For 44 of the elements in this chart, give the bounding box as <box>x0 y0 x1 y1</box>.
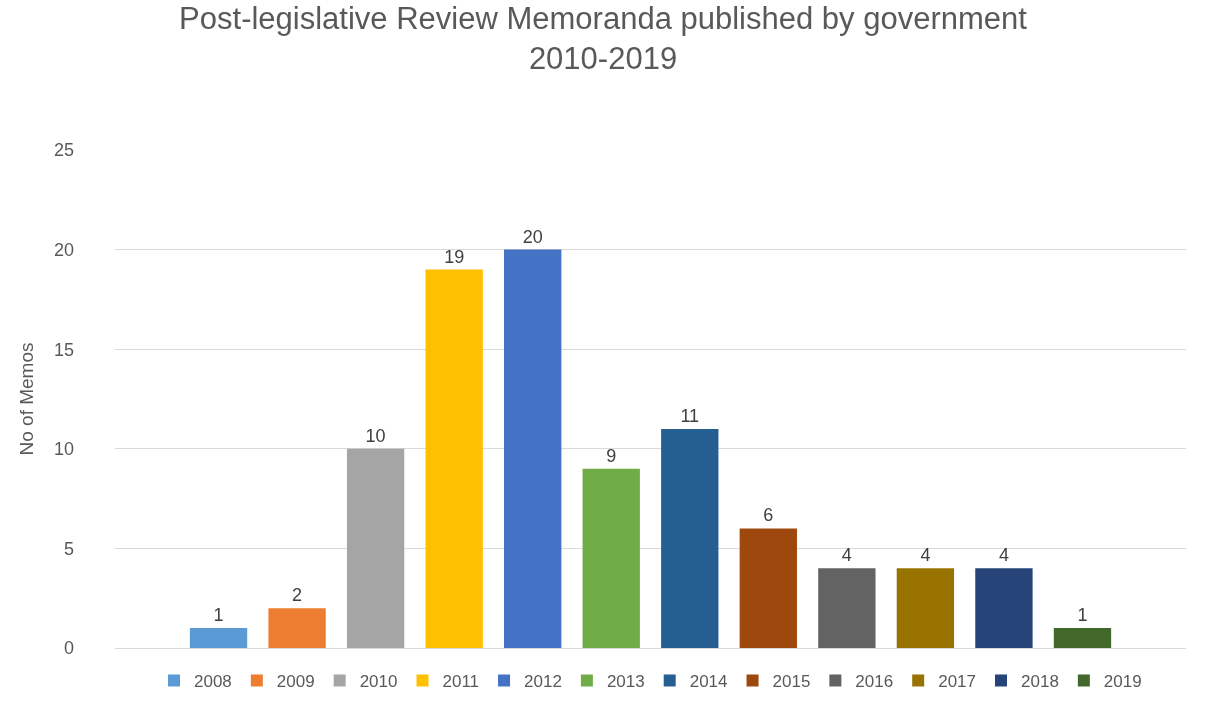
data-label: 4 <box>998 545 1009 566</box>
y-tick-label: 10 <box>53 439 74 460</box>
data-label: 11 <box>680 405 700 426</box>
data-label: 1 <box>213 605 224 626</box>
bar <box>896 568 955 648</box>
data-label: 9 <box>606 445 617 466</box>
legend-label: 2018 <box>1021 672 1059 692</box>
bar <box>975 568 1033 648</box>
data-label: 4 <box>920 545 931 566</box>
y-tick-label: 5 <box>63 538 74 559</box>
legend-label: 2011 <box>442 672 480 692</box>
legend-label: 2010 <box>359 672 398 692</box>
y-axis-title: No of Memos <box>15 342 37 456</box>
legend-label: 2014 <box>689 672 728 692</box>
data-label: 2 <box>292 585 303 606</box>
data-label: 1 <box>1077 605 1088 626</box>
legend-label: 2013 <box>606 672 645 692</box>
bar <box>268 608 326 648</box>
legend-label: 2017 <box>938 672 977 692</box>
bar <box>661 428 719 648</box>
data-label: 4 <box>841 545 852 566</box>
bar <box>504 249 562 648</box>
data-label: 20 <box>522 226 543 247</box>
chart-title: Post-legislative Review Memoranda published by government 2010-2019 <box>179 1 1028 77</box>
bar <box>582 468 640 648</box>
legend-label: 2008 <box>194 672 232 692</box>
data-label: 10 <box>365 425 386 446</box>
bar <box>346 448 405 648</box>
legend-label: 2019 <box>1103 672 1142 692</box>
y-tick-label: 20 <box>53 239 74 260</box>
bar <box>739 528 797 648</box>
bar <box>425 269 483 648</box>
y-tick-label: 25 <box>53 140 74 161</box>
legend-label: 2016 <box>855 672 894 692</box>
bar <box>818 568 876 648</box>
bar <box>1053 628 1112 648</box>
data-label: 19 <box>444 246 465 267</box>
bar <box>189 628 248 648</box>
y-tick-label: 15 <box>53 339 74 360</box>
data-label: 6 <box>763 505 774 526</box>
y-tick-label: 0 <box>63 638 74 659</box>
legend-label: 2009 <box>276 672 315 692</box>
legend-label: 2015 <box>772 672 811 692</box>
legend-label: 2012 <box>524 672 562 692</box>
